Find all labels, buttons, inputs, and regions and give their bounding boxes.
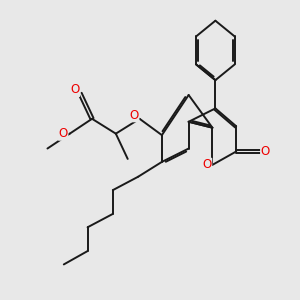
Text: O: O — [261, 145, 270, 158]
Text: O: O — [202, 158, 212, 171]
Text: O: O — [70, 83, 80, 97]
Text: O: O — [58, 127, 68, 140]
Text: O: O — [130, 109, 139, 122]
